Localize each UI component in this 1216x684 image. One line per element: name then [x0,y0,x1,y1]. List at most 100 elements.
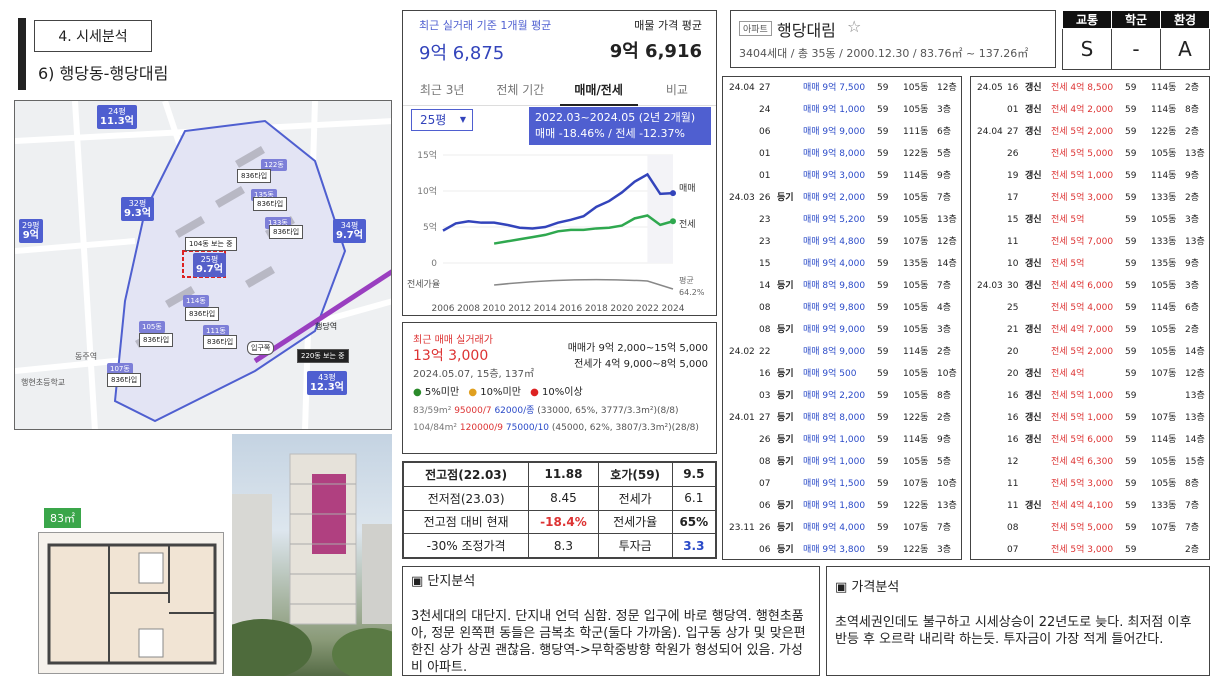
trade-b: 107동 [1151,523,1177,533]
trade-p: 전세 5억 5,000 [1051,149,1114,159]
place-label: 동주역 [75,352,98,361]
trade-b: 133동 [1151,237,1177,247]
map-pin[interactable]: 32평 9.3억 [121,197,154,221]
trade-p: 전세 5억 3,000 [1051,545,1114,555]
trade-row: 24.03 26 등기 매매 9억 2,000 59 105동 7층 [723,187,961,209]
complex-analysis-title: ▣ 단지분석 [411,574,476,589]
trade-row: 16 갱신 전세 5억 1,000 59 107동 13층 [971,407,1209,429]
trade-a: 59 [1125,545,1137,555]
series-line-rent [493,214,674,245]
trade-row: 16 갱신 전세 5억 1,000 59 13층 [971,385,1209,407]
trade-p: 전세 5억 [1051,215,1085,225]
trade-row: 01 매매 9억 3,000 59 114동 9층 [723,165,961,187]
trade-row: 24.01 27 등기 매매 8억 8,000 59 122동 2층 [723,407,961,429]
trade-p: 매매 8억 9,800 [803,281,866,291]
dong-label[interactable]: 107동 [107,363,133,375]
sale-trade-list: 24.04 27 매매 9억 7,500 59 105동 12층 24 매매 9억 1,000… [722,76,962,560]
trade-a: 59 [877,281,889,291]
trade-day: 06 [759,501,771,511]
trade-p: 매매 9억 3,000 [803,171,866,181]
stat-value: 9.5 [671,462,717,487]
trade-f: 15층 [1185,457,1205,467]
trade-d: 24.04 [729,83,755,93]
grade-value: A [1160,28,1210,70]
stat-value: -18.4% [528,509,599,535]
map-pin-selected[interactable]: 25평 9.7억 [193,253,226,277]
building-photo [232,434,392,676]
stat-label: 전저점(23.03) [402,485,530,511]
tab-all-period[interactable]: 전체 기간 [481,75,560,106]
recent-trade-date: 2024.05.07, 15층, 137㎡ [413,369,534,380]
trade-t: 갱신 [1025,83,1042,93]
type-label: 836타입 [185,307,220,321]
trade-a: 59 [877,127,889,137]
complex-map[interactable]: 24평 11.3억 32평 9.3억 29평 9억 25평 9.7억 34평 9.7억 4… [14,100,392,430]
map-pin[interactable]: 34평 9.7억 [333,219,366,243]
trade-p: 매매 9억 4,000 [803,259,866,269]
dong-label[interactable]: 114동 [183,295,209,307]
trade-f: 14층 [1185,435,1205,445]
trade-a: 59 [1125,237,1137,247]
trade-b: 122동 [1151,127,1177,137]
trade-b: 114동 [903,171,929,181]
dong-label[interactable]: 105동 [139,321,165,333]
trade-p: 전세 4억 6,000 [1051,281,1114,291]
trade-f: 12층 [937,237,957,247]
type-label: 836타입 [253,197,288,211]
rent-range: 전세가 4억 9,000~8억 5,000 [574,359,708,370]
recent-avg-label: 최근 실거래 기준 1개월 평균 [419,19,552,32]
dong-label[interactable]: 111동 [203,325,229,337]
legend-rent: 전세 [679,219,696,230]
trade-a: 59 [1125,193,1137,203]
price-analysis-text: 초역세권인데도 불구하고 시세상승이 22년도로 늦다. 최저점 이후 반등 후… [835,615,1192,647]
trade-f: 2층 [1185,127,1200,137]
tab-sale-rent[interactable]: 매매/전세 [559,75,638,106]
trade-p: 전세 5억 3,000 [1051,193,1114,203]
series-end-point [670,218,676,225]
dong-label[interactable]: 122동 [261,159,287,171]
grade-head: 환경 [1160,10,1210,29]
y-tick-label: 5억 [423,221,437,233]
trade-t: 갱신 [1025,391,1042,401]
trade-row: 07 매매 9억 1,500 59 107동 10층 [723,473,961,495]
size-select[interactable]: 25평 ▼ [411,109,473,131]
chart-tabs: 최근 3년 전체 기간 매매/전세 비교 [403,75,716,106]
trade-b: 105동 [903,215,929,225]
map-pin[interactable]: 29평 9억 [19,219,43,243]
rate-axis-label: 전세가율 [407,279,440,290]
trade-row: 16 갱신 전세 5억 6,000 59 114동 14층 [971,429,1209,451]
tab-recent-3y[interactable]: 최근 3년 [403,75,482,106]
section-subtitle: 6) 행당동-행당대림 [38,64,169,83]
tab-compare[interactable]: 비교 [637,75,716,106]
map-pin[interactable]: 43평 12.3억 [307,371,347,395]
trade-day: 16 [759,369,771,379]
trade-day: 01 [759,149,771,159]
trade-t: 등기 [777,457,794,467]
trade-a: 59 [877,325,889,335]
chevron-down-icon: ▼ [459,115,466,124]
trade-day: 26 [1007,149,1019,159]
trade-b: 105동 [903,281,929,291]
series-line-sale [442,172,674,232]
stat-label: 전고점 대비 현재 [402,509,530,535]
stat-value: 11.88 [528,462,599,487]
trade-p: 매매 9억 2,000 [803,193,866,203]
trade-a: 59 [1125,523,1137,533]
trade-a: 59 [877,369,889,379]
trade-p: 전세 5억 [1051,259,1085,269]
grade-head: 교통 [1062,10,1112,29]
star-icon[interactable]: ☆ [847,17,862,36]
trade-day: 26 [759,435,771,445]
trade-day: 27 [1007,127,1019,137]
trade-a: 59 [877,457,889,467]
trade-b: 122동 [903,413,929,423]
type-tag: 아파트 [739,21,772,36]
map-pin[interactable]: 24평 11.3억 [97,105,137,129]
trade-row: 08 등기 매매 9억 1,000 59 105동 5층 [723,451,961,473]
trade-b: 107동 [1151,413,1177,423]
trade-row: 06 매매 9억 9,000 59 111동 6층 [723,121,961,143]
trade-row: 19 갱신 전세 5억 1,000 59 114동 9층 [971,165,1209,187]
trade-row: 08 매매 9억 9,800 59 105동 4층 [723,297,961,319]
trade-a: 59 [877,501,889,511]
